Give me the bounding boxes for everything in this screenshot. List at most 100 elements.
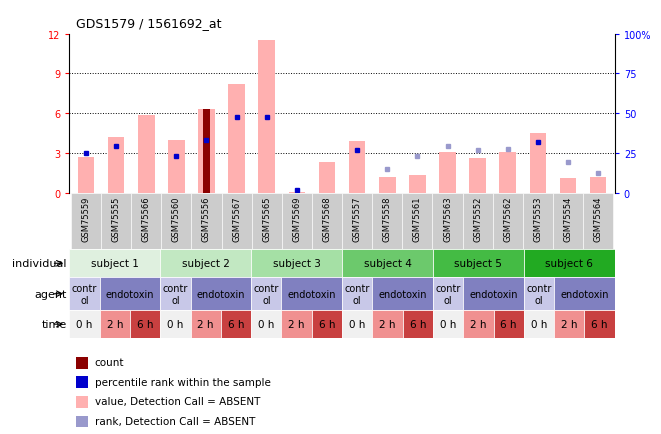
- Bar: [342, 250, 433, 278]
- Bar: [342, 278, 372, 310]
- Text: subject 4: subject 4: [364, 259, 411, 269]
- Bar: [78, 158, 95, 193]
- Text: 6 h: 6 h: [319, 319, 335, 329]
- Bar: [131, 193, 161, 250]
- Text: 6 h: 6 h: [500, 319, 517, 329]
- Bar: [524, 278, 554, 310]
- Text: 6 h: 6 h: [592, 319, 608, 329]
- Text: contr
ol: contr ol: [526, 283, 552, 305]
- Text: endotoxin: endotoxin: [378, 289, 427, 299]
- Bar: [160, 278, 190, 310]
- Text: 0 h: 0 h: [77, 319, 93, 329]
- Text: endotoxin: endotoxin: [288, 289, 336, 299]
- Bar: [69, 310, 100, 339]
- Bar: [69, 278, 100, 310]
- Bar: [403, 193, 432, 250]
- Text: subject 1: subject 1: [91, 259, 139, 269]
- Bar: [433, 310, 463, 339]
- Text: rank, Detection Call = ABSENT: rank, Detection Call = ABSENT: [95, 416, 255, 426]
- Text: 6 h: 6 h: [410, 319, 426, 329]
- Bar: [192, 193, 221, 250]
- Text: individual: individual: [13, 259, 67, 269]
- Bar: [433, 278, 463, 310]
- Bar: [71, 193, 101, 250]
- Bar: [100, 278, 160, 310]
- Bar: [553, 193, 583, 250]
- Bar: [258, 41, 275, 193]
- Text: 0 h: 0 h: [531, 319, 547, 329]
- Bar: [160, 250, 251, 278]
- Text: count: count: [95, 357, 124, 367]
- Bar: [190, 310, 221, 339]
- Bar: [108, 138, 124, 193]
- Text: 0 h: 0 h: [440, 319, 456, 329]
- Bar: [524, 250, 615, 278]
- Text: 6 h: 6 h: [228, 319, 245, 329]
- Text: GSM75567: GSM75567: [232, 196, 241, 241]
- Bar: [439, 152, 456, 193]
- Bar: [494, 310, 524, 339]
- Text: 2 h: 2 h: [470, 319, 486, 329]
- Bar: [583, 193, 613, 250]
- Bar: [100, 310, 130, 339]
- Text: contr
ol: contr ol: [344, 283, 370, 305]
- Text: endotoxin: endotoxin: [469, 289, 518, 299]
- Bar: [523, 193, 553, 250]
- Bar: [403, 310, 433, 339]
- Bar: [228, 85, 245, 193]
- Text: contr
ol: contr ol: [72, 283, 97, 305]
- Text: GSM75557: GSM75557: [352, 196, 362, 241]
- Bar: [590, 177, 606, 193]
- Bar: [282, 278, 342, 310]
- Bar: [529, 134, 546, 193]
- Bar: [282, 310, 312, 339]
- Text: GSM75555: GSM75555: [112, 196, 120, 241]
- Text: 2 h: 2 h: [288, 319, 305, 329]
- Text: endotoxin: endotoxin: [196, 289, 245, 299]
- Text: 6 h: 6 h: [137, 319, 153, 329]
- Bar: [492, 193, 523, 250]
- Bar: [372, 310, 403, 339]
- Text: 0 h: 0 h: [167, 319, 184, 329]
- Text: value, Detection Call = ABSENT: value, Detection Call = ABSENT: [95, 396, 260, 406]
- Bar: [101, 193, 131, 250]
- Bar: [463, 310, 494, 339]
- Text: endotoxin: endotoxin: [106, 289, 154, 299]
- Text: GSM75559: GSM75559: [81, 196, 91, 241]
- Text: GSM75565: GSM75565: [262, 196, 271, 241]
- Text: GSM75569: GSM75569: [292, 196, 301, 241]
- Text: subject 5: subject 5: [455, 259, 502, 269]
- Bar: [463, 278, 524, 310]
- Bar: [432, 193, 463, 250]
- Bar: [349, 141, 366, 193]
- Bar: [463, 193, 492, 250]
- Bar: [130, 310, 160, 339]
- Bar: [221, 310, 251, 339]
- Bar: [221, 193, 252, 250]
- Bar: [312, 310, 342, 339]
- Bar: [584, 310, 615, 339]
- Bar: [282, 193, 312, 250]
- Text: 2 h: 2 h: [106, 319, 123, 329]
- Bar: [409, 176, 426, 193]
- Text: GDS1579 / 1561692_at: GDS1579 / 1561692_at: [76, 17, 221, 30]
- Bar: [251, 278, 282, 310]
- Text: GSM75552: GSM75552: [473, 196, 482, 241]
- Text: GSM75561: GSM75561: [413, 196, 422, 241]
- Text: subject 3: subject 3: [273, 259, 321, 269]
- Bar: [342, 310, 372, 339]
- Bar: [372, 278, 433, 310]
- Bar: [289, 192, 305, 193]
- Bar: [198, 110, 215, 193]
- Text: subject 2: subject 2: [182, 259, 229, 269]
- Bar: [251, 250, 342, 278]
- Bar: [312, 193, 342, 250]
- Bar: [469, 159, 486, 193]
- Text: GSM75554: GSM75554: [564, 196, 572, 241]
- Bar: [190, 278, 251, 310]
- Text: GSM75568: GSM75568: [323, 196, 332, 241]
- Text: contr
ol: contr ol: [436, 283, 461, 305]
- Bar: [372, 193, 403, 250]
- Bar: [524, 310, 554, 339]
- Text: 2 h: 2 h: [379, 319, 396, 329]
